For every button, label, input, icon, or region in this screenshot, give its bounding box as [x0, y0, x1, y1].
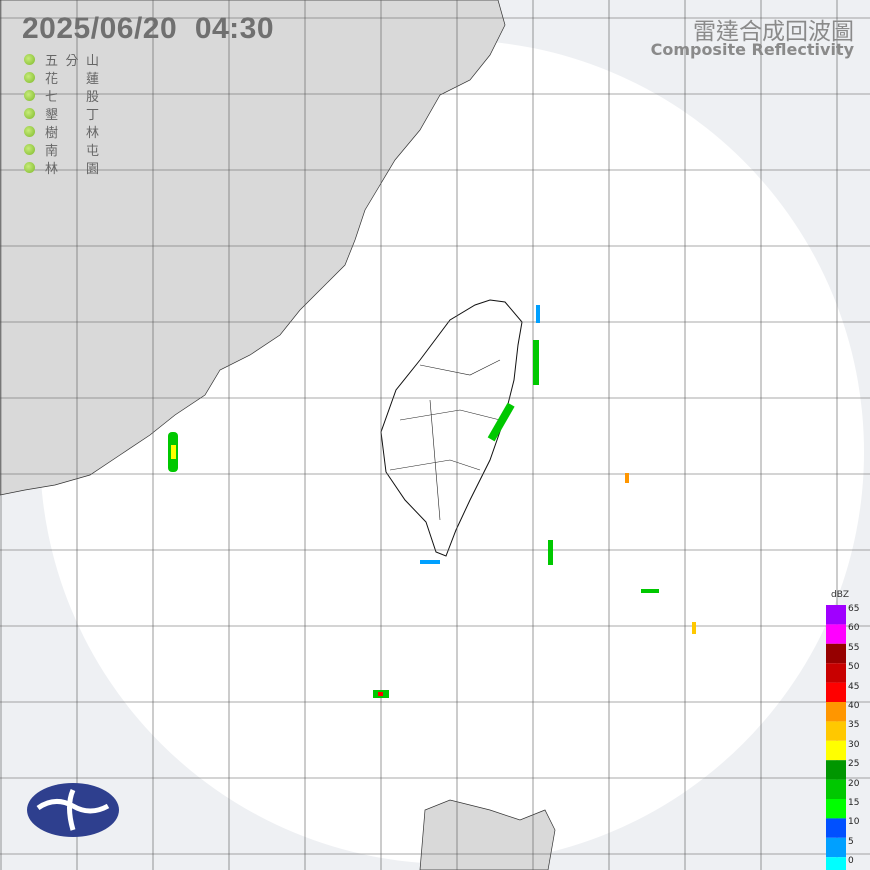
legend-label: 30 — [848, 739, 860, 750]
logo — [27, 783, 119, 837]
echo — [548, 540, 553, 565]
station-dot — [24, 71, 35, 83]
legend-label: 35 — [848, 720, 860, 731]
echo — [378, 692, 383, 696]
echoes — [168, 305, 696, 698]
station: 七股 — [24, 86, 99, 105]
legend-label: 65 — [848, 604, 860, 614]
station-dot — [24, 143, 35, 155]
luzon-coast — [419, 799, 556, 870]
station: 南屯 — [24, 140, 99, 159]
station-name: 林園 — [45, 161, 99, 177]
color-bar-segment — [826, 624, 846, 644]
station-dot — [24, 89, 35, 101]
station: 林園 — [24, 158, 99, 177]
color-bar-segment — [826, 663, 846, 683]
color-bar — [826, 605, 846, 870]
legend-label: 5 — [848, 836, 854, 847]
station-dot — [24, 125, 35, 137]
legend-label: 55 — [848, 642, 860, 653]
legend-label: 45 — [848, 681, 860, 692]
echo — [420, 560, 440, 564]
color-bar-segment — [826, 682, 846, 702]
legend-label: 20 — [848, 778, 860, 789]
color-bar-segment — [826, 702, 846, 722]
mainland-coast — [0, 0, 506, 496]
station: 五分山 — [24, 50, 99, 69]
legend-label: 25 — [848, 759, 860, 770]
station-name: 墾丁 — [45, 107, 99, 123]
legend-label: 60 — [848, 623, 860, 634]
station-name: 南屯 — [45, 143, 99, 159]
echo — [533, 340, 539, 385]
color-bar-segment — [826, 837, 846, 858]
station-dot — [24, 107, 35, 119]
color-bar-segment — [826, 643, 846, 664]
echo — [536, 305, 540, 323]
color-bar-segment — [826, 605, 846, 625]
station-name: 花蓮 — [45, 71, 99, 87]
color-bar-segment — [826, 779, 846, 799]
station-name: 五分山 — [45, 53, 99, 69]
station-name: 七股 — [45, 89, 99, 105]
echo — [625, 473, 629, 483]
legend-label: 15 — [848, 798, 860, 808]
echo — [641, 589, 659, 593]
legend-unit: dBZ — [831, 590, 850, 600]
legend-label: 10 — [848, 817, 860, 828]
title: 雷達合成回波圖 — [693, 19, 854, 45]
echo — [171, 445, 176, 459]
echo — [487, 402, 515, 442]
station-dot — [24, 53, 35, 65]
legend-label: 0 — [848, 856, 854, 867]
county-borders — [389, 359, 501, 521]
color-bar-segment — [826, 857, 846, 870]
subtitle: Composite Reflectivity — [650, 40, 854, 59]
legend-label: 50 — [848, 662, 860, 673]
station: 墾丁 — [24, 104, 99, 123]
color-bar-segment — [826, 760, 846, 780]
echo — [692, 622, 696, 634]
station-list: 五分山花蓮七股墾丁樹林南屯林園 — [24, 50, 99, 177]
color-bar-segment — [826, 721, 846, 741]
datetime: 2025/06/20 04:30 — [22, 12, 275, 45]
station-dot — [24, 161, 35, 173]
taiwan-outline — [380, 299, 523, 557]
station: 樹林 — [24, 122, 99, 141]
logo-mark — [36, 788, 110, 831]
station: 花蓮 — [24, 68, 99, 87]
color-bar-segment — [826, 818, 846, 838]
color-bar-segment — [826, 740, 846, 761]
color-bar-segment — [826, 799, 846, 819]
legend-label: 40 — [848, 701, 860, 711]
station-name: 樹林 — [45, 125, 99, 141]
